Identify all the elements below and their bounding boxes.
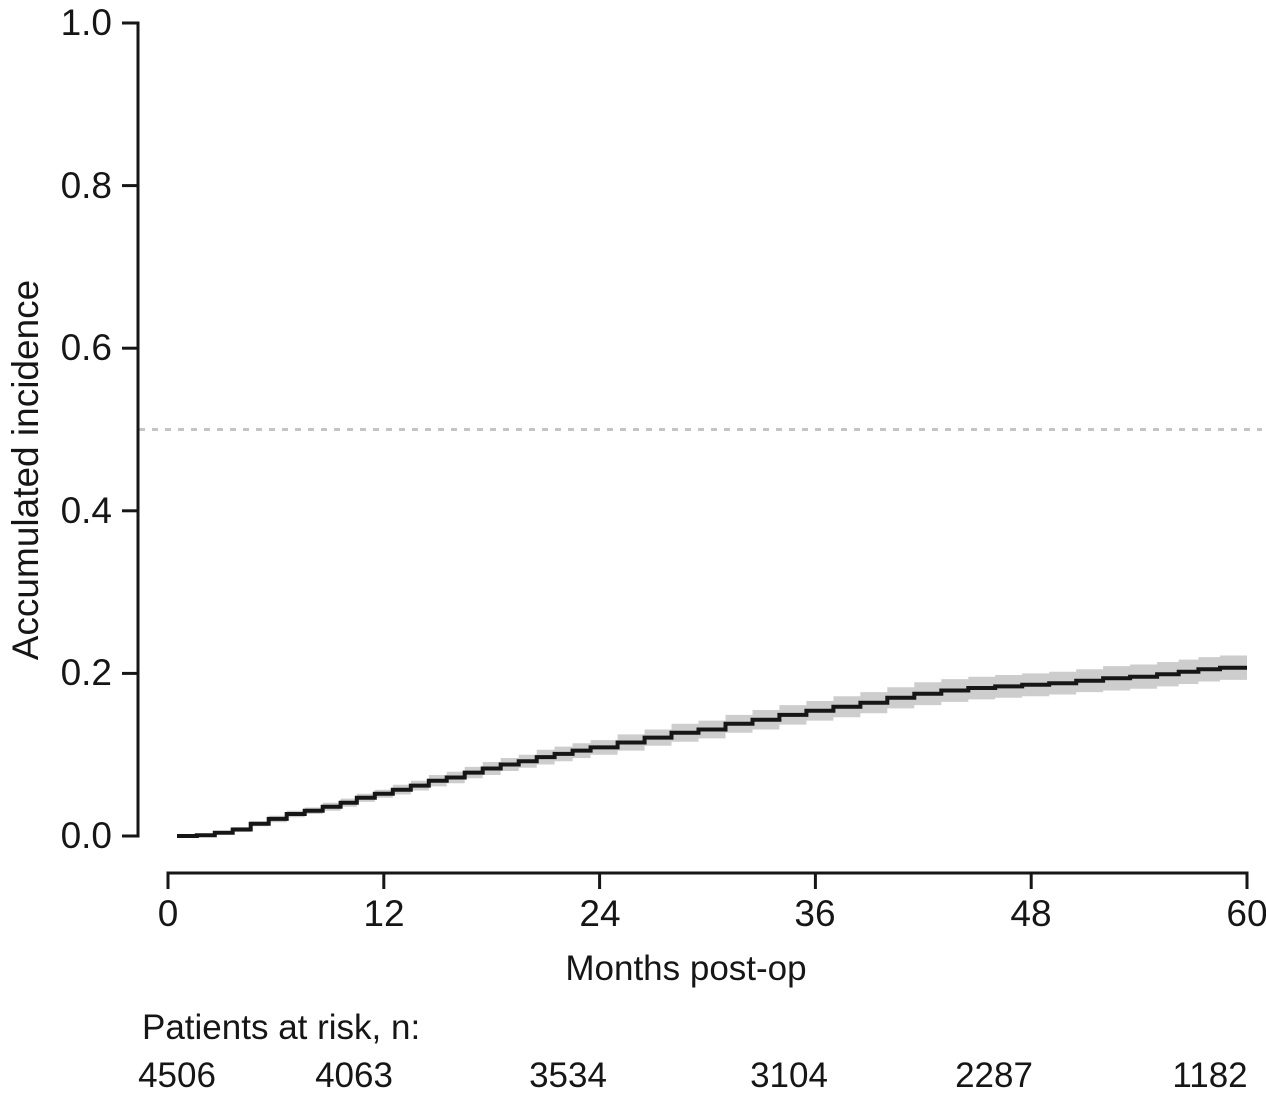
x-axis-title: Months post-op: [565, 949, 807, 988]
km-curve: [177, 665, 1247, 838]
x-tick-label: 48: [1010, 893, 1052, 934]
at-risk-count: 2287: [955, 1056, 1033, 1095]
x-tick-label: 36: [794, 893, 836, 934]
y-axis-ticks: [122, 21, 138, 838]
at-risk-header: Patients at risk, n:: [142, 1008, 421, 1047]
x-tick-label: 60: [1226, 893, 1266, 934]
x-tick-label: 12: [363, 893, 405, 934]
at-risk-count: 3534: [529, 1056, 607, 1095]
y-tick-label: 0.2: [60, 652, 112, 693]
at-risk-count: 4506: [138, 1056, 216, 1095]
at-risk-count: 1182: [1172, 1056, 1248, 1095]
x-axis-ticks: [166, 873, 1249, 889]
at-risk-count: 3104: [750, 1056, 828, 1095]
at-risk-count: 4063: [315, 1056, 393, 1095]
y-tick-label: 0.8: [60, 165, 112, 206]
y-tick-label: 0.6: [60, 327, 112, 368]
y-tick-label: 1.0: [60, 2, 112, 43]
x-tick-label: 24: [579, 893, 621, 934]
y-axis-title: Accumulated incidence: [5, 279, 46, 661]
y-tick-label: 0.0: [60, 815, 112, 856]
x-tick-label: 0: [157, 893, 179, 934]
y-tick-label: 0.4: [60, 490, 112, 531]
